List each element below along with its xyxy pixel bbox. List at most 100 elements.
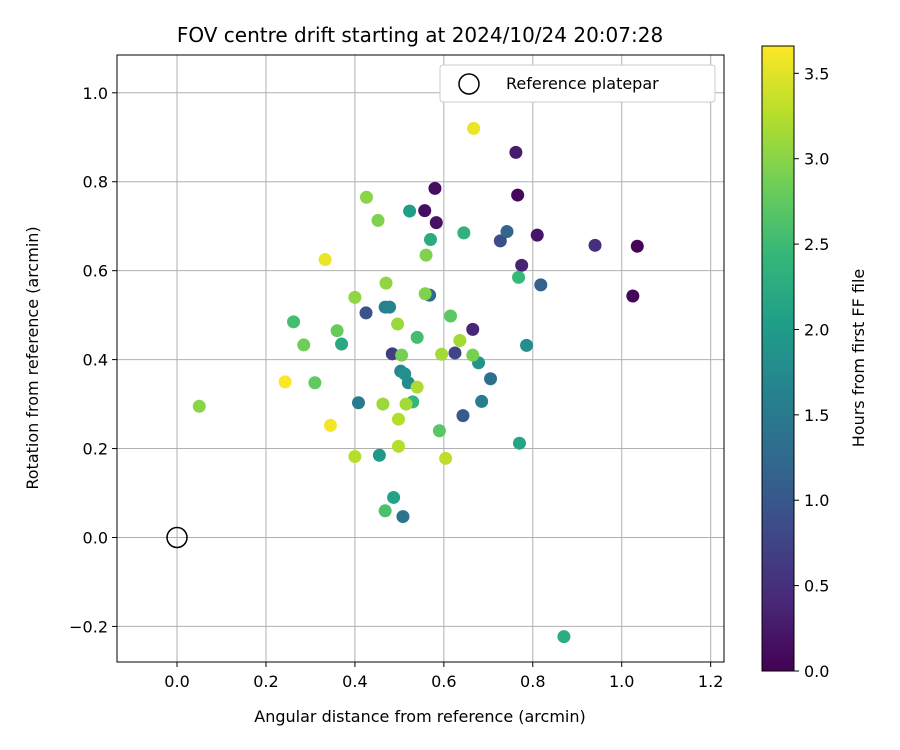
colorbar-tick-label: 0.5	[804, 577, 829, 596]
data-point	[372, 448, 386, 462]
data-point	[435, 347, 449, 361]
y-tick-label: 0.2	[83, 440, 108, 459]
data-point	[512, 270, 526, 284]
x-tick-label: 0.4	[342, 672, 367, 691]
x-axis-label: Angular distance from reference (arcmin)	[254, 707, 585, 726]
data-point	[530, 228, 544, 242]
x-tick-label: 1.2	[698, 672, 723, 691]
data-point	[418, 287, 432, 301]
data-point	[396, 510, 410, 524]
data-point	[418, 204, 432, 218]
colorbar-ticks: 0.0 0.5 1.0 1.5 2.0 2.5 3.0 3.5	[794, 64, 829, 681]
data-point	[391, 317, 405, 331]
colorbar-tick-label: 0.0	[804, 662, 829, 681]
data-point	[378, 504, 392, 518]
y-tick-label: 0.8	[83, 173, 108, 192]
data-point	[359, 306, 373, 320]
x-tick-label: 0.8	[520, 672, 545, 691]
y-tick-label: 1.0	[83, 84, 108, 103]
x-tick-label: 0.0	[164, 672, 189, 691]
data-point	[410, 380, 424, 394]
data-point	[398, 367, 412, 381]
x-axis-ticks: 0.0 0.2 0.4 0.6 0.8 1.0 1.2	[164, 662, 723, 691]
legend: Reference platepar	[439, 64, 716, 103]
data-point	[330, 324, 344, 338]
data-point	[308, 376, 322, 390]
y-tick-label: 0.6	[83, 262, 108, 281]
data-point	[432, 424, 446, 438]
legend-box	[439, 64, 716, 103]
colorbar-tick-label: 2.5	[804, 235, 829, 254]
data-point	[192, 399, 206, 413]
data-point	[500, 225, 514, 239]
data-point	[287, 315, 301, 329]
data-point	[387, 490, 401, 504]
data-point	[318, 253, 332, 267]
data-point	[376, 397, 390, 411]
data-point	[534, 278, 548, 292]
data-point	[515, 258, 529, 272]
reference-marker	[166, 526, 188, 549]
data-point	[557, 630, 571, 644]
reference-platepar-marker	[166, 526, 188, 549]
data-point	[444, 309, 458, 323]
data-point	[383, 300, 397, 314]
data-points	[192, 121, 644, 644]
data-point	[399, 397, 413, 411]
data-point	[626, 289, 640, 303]
x-tick-label: 1.0	[609, 672, 634, 691]
data-point	[588, 238, 602, 252]
data-point	[484, 372, 498, 386]
data-point	[520, 338, 534, 352]
data-point	[323, 418, 337, 432]
data-point	[419, 248, 433, 262]
x-tick-label: 0.2	[253, 672, 278, 691]
data-point	[391, 439, 405, 453]
data-point	[297, 338, 311, 352]
data-point	[493, 234, 507, 248]
x-tick-label: 0.6	[431, 672, 456, 691]
colorbar-tick-label: 3.5	[804, 64, 829, 83]
data-point	[371, 213, 385, 227]
data-point	[335, 337, 349, 351]
data-point	[448, 346, 462, 360]
data-point	[457, 226, 471, 240]
data-point	[428, 181, 442, 195]
data-point	[466, 348, 480, 362]
data-point	[467, 121, 481, 135]
data-point	[456, 409, 470, 423]
y-tick-label: 0.0	[83, 528, 108, 547]
plot-frame	[116, 54, 725, 663]
legend-label: Reference platepar	[506, 74, 659, 93]
y-axis-label: Rotation from reference (arcmin)	[23, 226, 42, 489]
data-point	[348, 450, 362, 464]
y-tick-label: −0.2	[69, 617, 108, 636]
data-point	[475, 394, 489, 408]
data-point	[429, 216, 443, 230]
chart-title: FOV centre drift starting at 2024/10/24 …	[177, 23, 663, 47]
data-point	[424, 233, 438, 247]
colorbar-tick-label: 2.0	[804, 320, 829, 339]
grid	[117, 55, 724, 662]
data-point	[379, 276, 393, 290]
data-point	[395, 348, 409, 362]
data-point	[351, 396, 365, 410]
data-point	[278, 375, 292, 389]
data-point	[391, 412, 405, 426]
data-point	[509, 145, 523, 159]
data-point	[466, 322, 480, 336]
colorbar-gradient	[761, 45, 795, 672]
data-point	[511, 188, 525, 202]
colorbar-tick-label: 1.0	[804, 491, 829, 510]
data-point	[512, 436, 526, 450]
colorbar-tick-label: 3.0	[804, 150, 829, 169]
data-point	[439, 451, 453, 465]
data-point	[348, 290, 362, 304]
data-point	[403, 204, 417, 218]
y-tick-label: 0.4	[83, 351, 108, 370]
colorbar-tick-label: 1.5	[804, 406, 829, 425]
data-point	[630, 239, 644, 253]
data-point	[359, 190, 373, 204]
colorbar: 0.0 0.5 1.0 1.5 2.0 2.5 3.0 3.5 Hours from firs…	[761, 45, 868, 681]
